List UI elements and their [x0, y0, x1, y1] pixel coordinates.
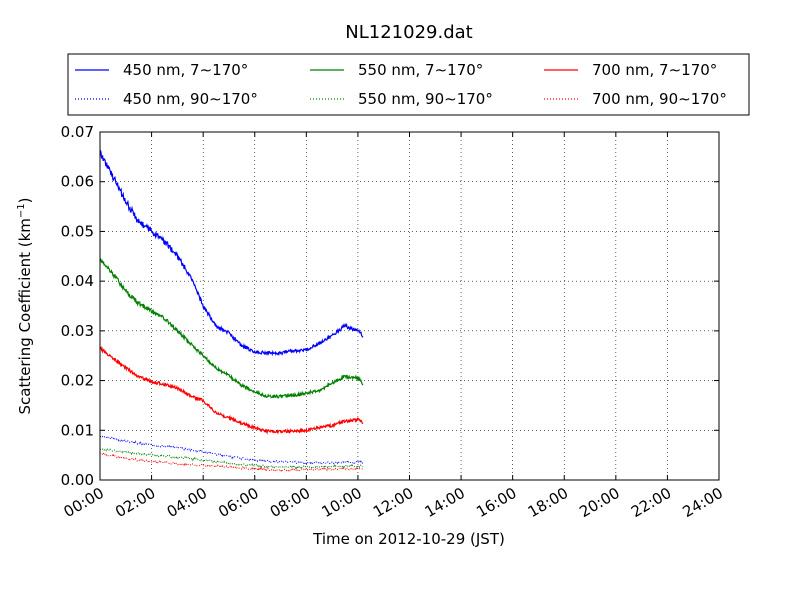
series-line-6 — [99, 452, 364, 473]
x-tick-label: 14:00 — [422, 484, 468, 521]
x-tick-label: 04:00 — [164, 484, 210, 521]
x-tick-label: 00:00 — [61, 484, 107, 521]
legend-label-1: 450 nm, 7∼170° — [123, 61, 248, 79]
y-tick-label: 0.03 — [61, 322, 94, 340]
y-axis-label-main: Scattering Coefficient (km — [16, 218, 34, 414]
x-tick-label: 24:00 — [680, 484, 726, 521]
x-axis-label: Time on 2012-10-29 (JST) — [312, 530, 505, 548]
legend-label-5: 550 nm, 90∼170° — [358, 90, 493, 108]
x-tick-label: 20:00 — [576, 484, 622, 521]
y-axis-label-sup: −1 — [16, 203, 27, 218]
x-tick-label: 10:00 — [318, 484, 364, 521]
plot-area: 00:00 02:00 04:00 06:00 08:00 10:00 12:00 14:00… — [61, 123, 726, 521]
series-line-3 — [99, 345, 364, 435]
legend-frame — [67, 53, 750, 116]
chart-title: NL121029.dat — [345, 22, 472, 43]
y-tick-label: 0.05 — [61, 222, 94, 240]
y-tick-label: 0.01 — [61, 421, 94, 439]
series-line-2 — [99, 258, 364, 399]
y-axis-label-tail: ) — [16, 197, 34, 203]
x-tick-label: 08:00 — [267, 484, 313, 521]
y-tick-label: 0.07 — [61, 123, 94, 141]
x-tick-label: 16:00 — [473, 484, 519, 521]
series-line-1 — [99, 150, 364, 357]
x-tick-label: 06:00 — [215, 484, 261, 521]
legend-label-2: 550 nm, 7∼170° — [358, 61, 483, 79]
y-tick-label: 0.02 — [61, 372, 94, 390]
series-layer — [99, 150, 364, 473]
x-tick-label: 02:00 — [112, 484, 158, 521]
y-axis-label: Scattering Coefficient (km−1) — [16, 197, 34, 414]
y-tick-label: 0.04 — [61, 272, 94, 290]
legend: 450 nm, 7∼170° 550 nm, 7∼170° 700 nm, 7∼17… — [67, 53, 750, 116]
legend-label-6: 700 nm, 90∼170° — [592, 90, 727, 108]
x-tick-label: 18:00 — [525, 484, 571, 521]
x-tick-label: 12:00 — [370, 484, 416, 521]
y-tick-label: 0.06 — [61, 173, 94, 191]
legend-label-4: 450 nm, 90∼170° — [123, 90, 258, 108]
series-line-5 — [99, 447, 364, 470]
x-tick-label: 22:00 — [628, 484, 674, 521]
y-tick-label: 0.00 — [61, 471, 94, 489]
legend-label-3: 700 nm, 7∼170° — [592, 61, 717, 79]
